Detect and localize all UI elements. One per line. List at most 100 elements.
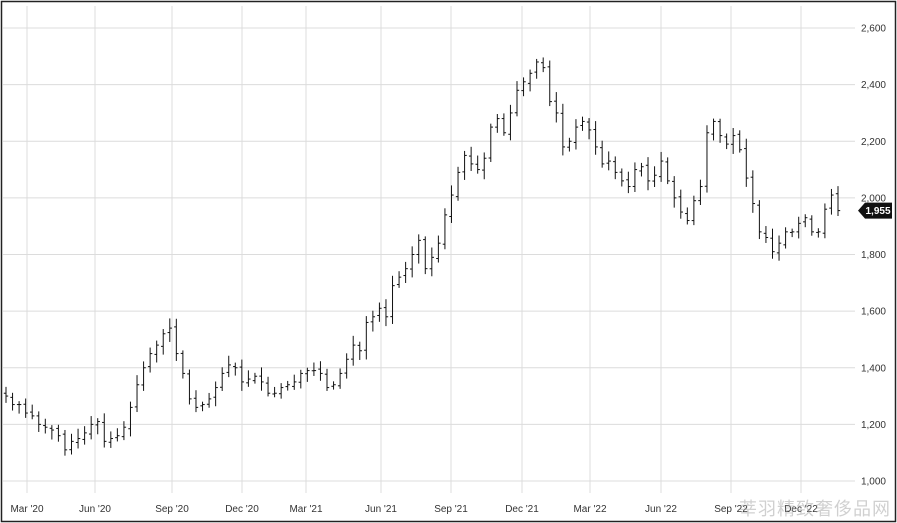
ohlc-bar [115,428,120,442]
ohlc-bar [488,123,493,162]
ohlc-bar [108,431,114,448]
ohlc-bar [750,170,756,213]
ohlc-bar [711,118,716,141]
ohlc-bar [141,361,146,391]
ohlc-bar [619,168,625,187]
ohlc-bar [246,370,251,387]
ohlc-bar [272,386,277,398]
last-price-label: 1,955 [865,206,890,217]
ohlc-bar [364,316,369,360]
ohlc-bar [829,188,834,215]
ohlc-bar [737,130,742,153]
ohlc-bar [580,116,585,131]
grid-lines [3,6,855,493]
ohlc-bar [796,216,801,239]
last-price-marker: 1,955 [858,202,892,219]
y-tick-label: 2,200 [861,137,886,148]
ohlc-bar [233,362,238,376]
ohlc-bar [554,92,559,123]
ohlc-bar [632,162,638,193]
x-tick-label: Sep '22 [714,504,748,515]
ohlc-bar [10,392,15,411]
ohlc-bar [193,390,199,413]
x-tick-label: Sep '21 [434,504,468,515]
y-tick-label: 2,400 [861,80,886,91]
ohlc-bar [383,299,389,327]
ohlc-bar [16,401,22,414]
price-bars [3,57,841,456]
x-tick-label: Jun '21 [365,504,397,515]
last-price-tag [858,202,892,219]
ohlc-bar [455,166,461,201]
ohlc-bar [265,376,271,397]
ohlc-bar [62,429,68,456]
ohlc-bar [305,367,310,382]
ohlc-bar [370,310,376,332]
ohlc-bar [665,157,670,185]
ohlc-bar [206,392,212,408]
ohlc-bar [134,375,140,413]
ohlc-bar [423,236,428,275]
ohlc-bar [475,155,480,174]
ohlc-bar [357,341,362,360]
ohlc-bar [645,157,651,191]
ohlc-bar [744,138,749,187]
ohlc-bar [763,226,769,243]
ohlc-bar [449,185,454,223]
ohlc-bar [396,271,402,288]
ohlc-bar [36,411,41,432]
ohlc-bar [803,214,808,228]
ohlc-bar [495,113,500,133]
ohlc-bar [639,162,644,177]
ohlc-bar [3,386,9,403]
ohlc-bar [121,421,127,441]
ohlc-bar [501,113,507,136]
x-tick-label: Mar '22 [573,504,606,515]
ohlc-bar [351,335,356,366]
ohlc-bar [390,275,395,324]
ohlc-bar [259,367,264,391]
x-tick-label: Dec '22 [784,504,818,515]
ohlc-bar [593,121,598,155]
ohlc-bar [23,398,28,418]
ohlc-bar [816,228,821,238]
ohlc-bar [82,426,87,445]
watermark: 莘羽精致奢侈品网 [739,499,891,520]
ohlc-bar [69,433,74,455]
ohlc-bar [789,228,795,238]
ohlc-bar [102,413,107,448]
ohlc-bar [324,368,330,391]
ohlc-bar [757,200,762,240]
y-tick-label: 1,000 [861,477,886,488]
ohlc-bar [239,359,245,391]
ohlc-bar [776,235,782,261]
ohlc-bar [717,118,723,143]
ohlc-bar [88,416,94,440]
ohlc-bar [678,189,683,219]
ohlc-bar [409,246,415,278]
ohlc-bar [154,340,159,363]
ohlc-bar [730,128,736,154]
ohlc-bar [685,207,690,225]
ohlc-bar [429,247,435,277]
ohlc-bar [652,166,657,188]
ohlc-bar [724,133,729,150]
ohlc-bar [691,195,697,226]
ohlc-bar [626,171,631,194]
ohlc-bar [285,380,290,391]
ohlc-bar [521,77,526,97]
ohlc-bar [318,361,323,381]
ohlc-bar [613,156,618,180]
ohlc-bar [514,81,520,117]
ohlc-bar [219,367,225,391]
ohlc-bar [822,203,828,239]
ohlc-bar [56,424,61,442]
ohlc-bar [462,150,467,180]
ohlc-bar [226,355,231,378]
y-tick-label: 1,800 [861,250,886,261]
x-tick-label: Jun '22 [645,504,677,515]
ohlc-bar [704,125,710,193]
ohlc-bar [508,104,513,141]
